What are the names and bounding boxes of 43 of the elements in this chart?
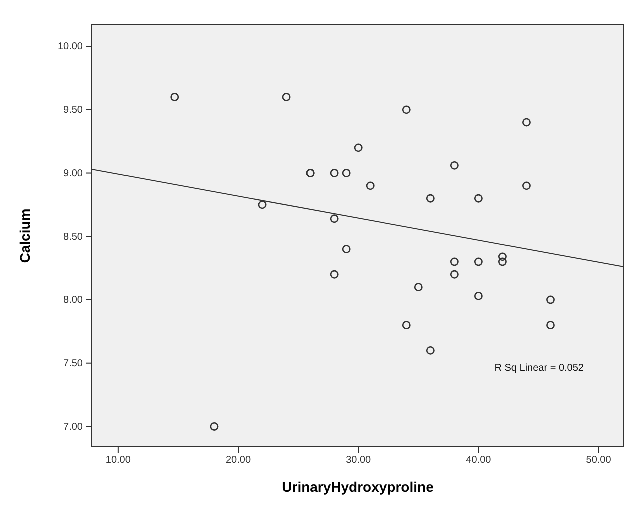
point [282,93,291,102]
point [522,182,531,190]
point [402,321,411,330]
y-tick-label: 8.50 [64,232,84,243]
x-tick-label: 50.00 [586,455,612,466]
point [498,252,507,262]
point [354,144,363,152]
y-tick-label: 9.00 [64,168,84,180]
point [546,321,555,330]
point [474,292,483,300]
point [546,296,555,304]
y-tick-label: 10.00 [58,42,84,53]
point [342,169,351,178]
point [426,194,435,203]
point [330,214,339,224]
y-axis-title: Calcium [17,208,33,264]
point [426,346,435,355]
y-tick-label: 9.50 [64,105,84,116]
point [450,258,459,266]
x-tick-label: 40.00 [466,455,492,466]
annotation: R Sq Linear = 0.052 [494,363,584,374]
x-axis-title: UrinaryHydroxyproline [282,479,434,495]
point [366,182,375,190]
y-tick-label: 7.50 [64,358,84,370]
point [450,161,459,170]
point [402,106,411,114]
x-tick-label: 20.00 [226,455,252,466]
point [498,258,507,266]
point [170,93,180,102]
point [210,422,219,431]
point [450,270,459,279]
point [258,200,267,210]
point [330,169,339,178]
x-tick-label: 10.00 [106,455,132,466]
point [330,270,339,279]
point [474,258,483,266]
x-tick-label: 30.00 [346,455,372,466]
y-tick-label: 8.00 [64,295,84,306]
y-tick-label: 7.00 [64,422,84,433]
point [474,194,483,203]
point [522,118,531,127]
point [342,245,351,254]
point [414,283,423,292]
